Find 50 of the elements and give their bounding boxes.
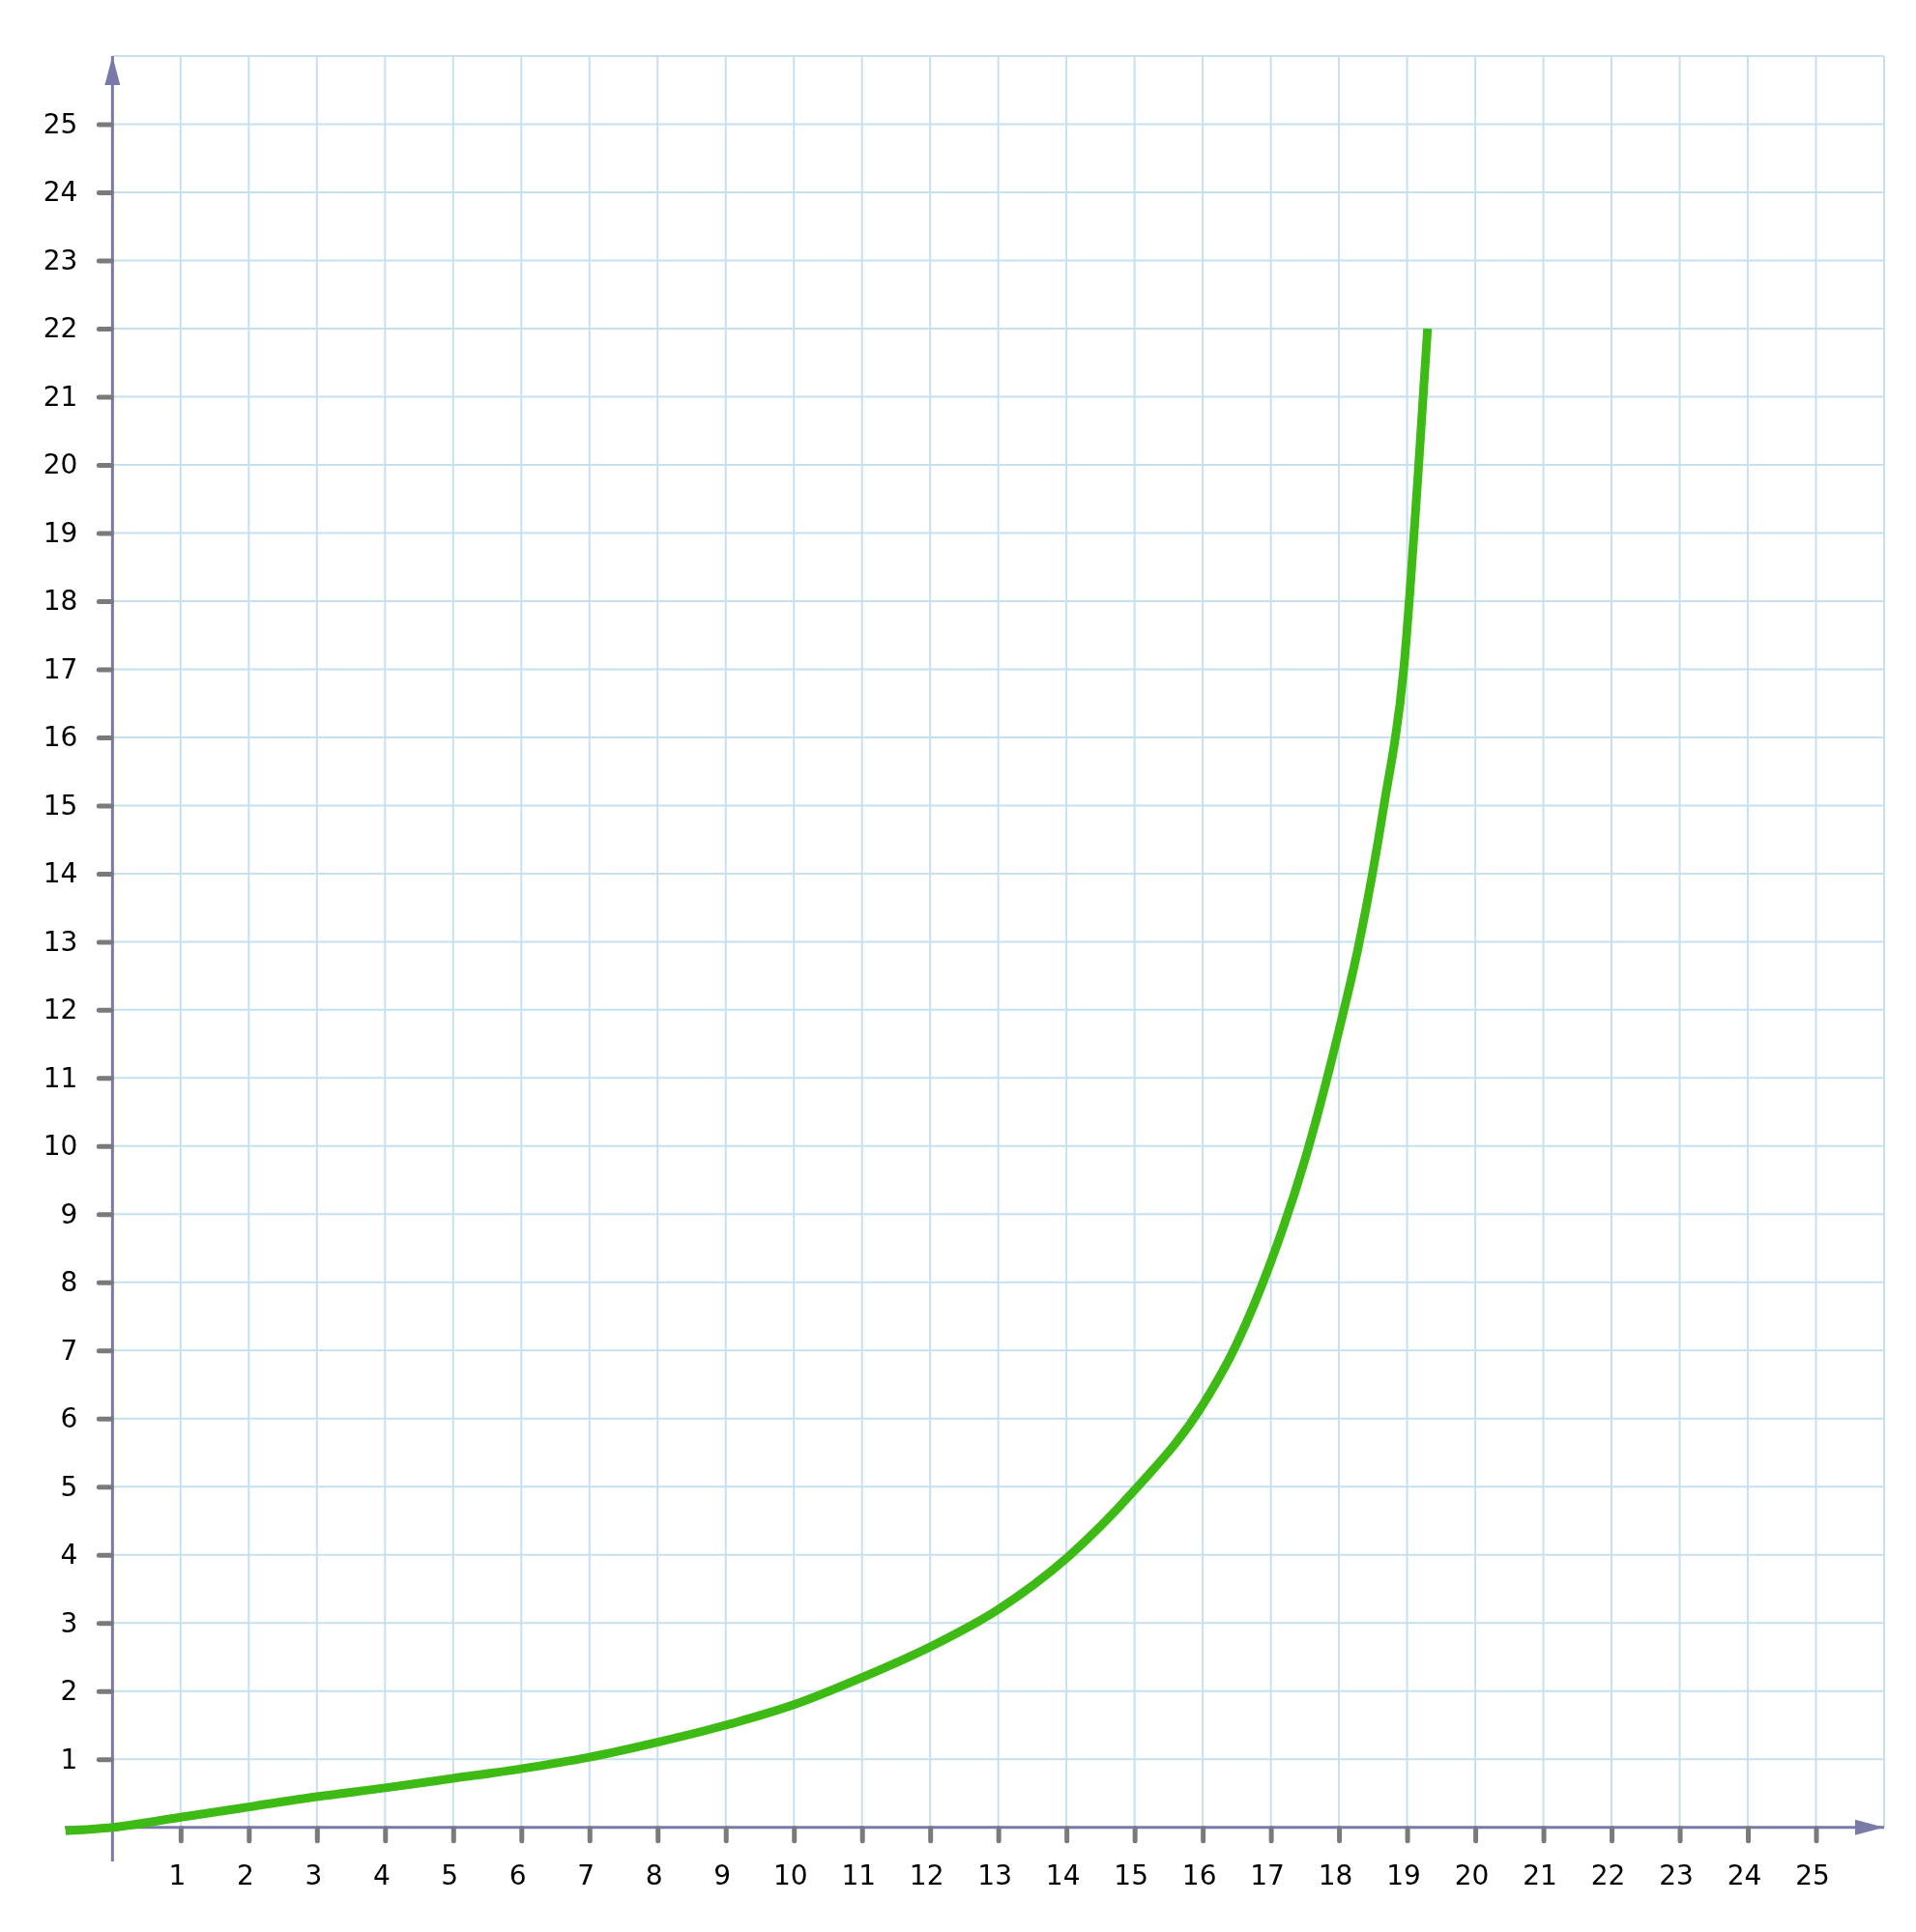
x-tick-label: 25 <box>1795 1859 1830 1891</box>
y-tick-label: 4 <box>60 1539 78 1572</box>
x-tick-label: 14 <box>1045 1859 1081 1891</box>
x-tick-label: 1 <box>168 1859 187 1891</box>
y-tick-label: 2 <box>60 1675 78 1708</box>
y-tick-label: 22 <box>43 312 78 345</box>
x-tick-label: 11 <box>841 1859 877 1891</box>
x-tick-label: 7 <box>577 1859 595 1891</box>
x-tick-label: 4 <box>372 1859 391 1891</box>
y-tick-label: 20 <box>43 448 78 481</box>
x-tick-label: 16 <box>1181 1859 1217 1891</box>
y-tick-label: 1 <box>60 1743 78 1775</box>
y-tick-label: 24 <box>43 176 78 209</box>
x-tick-label: 23 <box>1659 1859 1694 1891</box>
y-tick-label: 13 <box>43 925 78 958</box>
y-tick-label: 18 <box>43 585 78 618</box>
y-tick-label: 15 <box>43 789 78 822</box>
x-tick-label: 20 <box>1454 1859 1490 1891</box>
x-tick-label: 22 <box>1590 1859 1626 1891</box>
x-tick-label: 15 <box>1114 1859 1148 1891</box>
y-tick-label: 6 <box>60 1402 78 1435</box>
y-tick-label: 8 <box>60 1266 78 1299</box>
x-tick-label: 8 <box>645 1859 663 1891</box>
y-tick-label: 12 <box>43 994 78 1026</box>
x-tick-label: 19 <box>1386 1859 1421 1891</box>
y-tick-label: 21 <box>43 380 78 413</box>
x-tick-label: 24 <box>1727 1859 1762 1891</box>
x-tick-label: 10 <box>772 1859 808 1891</box>
x-tick-label: 2 <box>236 1859 254 1891</box>
x-tick-label: 9 <box>713 1859 732 1891</box>
x-tick-label: 6 <box>508 1859 527 1891</box>
y-tick-label: 25 <box>43 107 78 140</box>
y-tick-label: 5 <box>60 1470 78 1503</box>
y-tick-label: 11 <box>43 1061 78 1094</box>
y-tick-label: 17 <box>43 652 78 685</box>
y-tick-label: 19 <box>43 516 78 549</box>
y-tick-label: 16 <box>43 721 78 754</box>
y-tick-label: 10 <box>43 1130 78 1163</box>
x-tick-label: 21 <box>1523 1859 1557 1891</box>
x-tick-label: 13 <box>977 1859 1012 1891</box>
y-tick-label: 14 <box>43 857 78 890</box>
y-tick-label: 9 <box>60 1197 78 1230</box>
x-tick-label: 3 <box>305 1859 323 1891</box>
x-tick-label: 18 <box>1318 1859 1353 1891</box>
y-tick-label: 3 <box>60 1606 78 1639</box>
x-tick-label: 12 <box>909 1859 944 1891</box>
x-tick-label: 5 <box>441 1859 459 1891</box>
x-tick-label: 17 <box>1250 1859 1285 1891</box>
y-tick-label: 7 <box>60 1334 78 1367</box>
y-tick-label: 23 <box>43 244 78 276</box>
